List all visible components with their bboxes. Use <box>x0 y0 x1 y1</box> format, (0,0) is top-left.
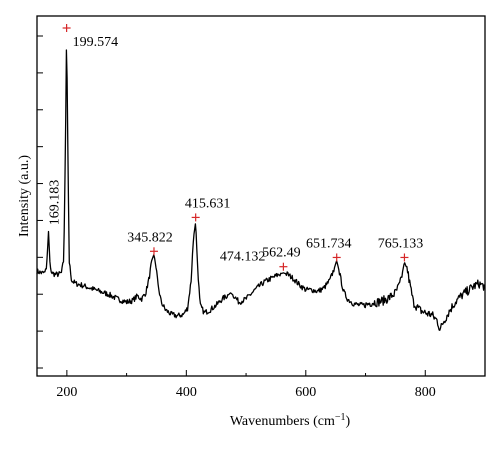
peak-label-415.631: 415.631 <box>185 196 231 211</box>
peak-label-562.49: 562.49 <box>262 246 301 261</box>
y-axis-ticks <box>37 35 43 369</box>
x-tick-label-800: 800 <box>415 385 436 400</box>
peak-label-474.132: 474.132 <box>220 249 266 264</box>
peak-marker-651.734 <box>332 253 341 262</box>
x-axis-ticks: 200 400 600 800 <box>56 370 436 400</box>
x-axis-title: Wavenumbers (cm−1) <box>230 412 351 430</box>
x-axis-title-close: ) <box>345 414 350 429</box>
peak-marker-199.574 <box>62 24 71 32</box>
peak-marker-765.133 <box>400 253 409 262</box>
plot-frame <box>36 15 486 377</box>
x-tick-label-200: 200 <box>56 385 77 400</box>
peak-label-765.133: 765.133 <box>378 236 424 251</box>
peak-markers <box>62 24 409 271</box>
x-axis-title-main: Wavenumbers (cm <box>230 414 335 429</box>
peak-label-651.734: 651.734 <box>306 236 352 251</box>
peak-marker-415.631 <box>191 213 200 222</box>
peak-marker-345.822 <box>149 247 158 256</box>
x-tick-label-400: 400 <box>176 385 197 400</box>
y-axis-title: Intensity (a.u.) <box>17 155 32 237</box>
series-line <box>36 49 485 331</box>
peak-label-169.183: 169.183 <box>47 180 62 226</box>
peak-marker-562.49 <box>279 262 288 271</box>
peak-label-345.822: 345.822 <box>127 230 173 245</box>
peak-label-199.574: 199.574 <box>73 35 119 50</box>
x-axis-title-sup: −1 <box>335 412 346 423</box>
peak-labels: 169.183 199.574 345.822 415.631 474.132562.4… <box>47 35 423 264</box>
x-tick-label-600: 600 <box>295 385 316 400</box>
